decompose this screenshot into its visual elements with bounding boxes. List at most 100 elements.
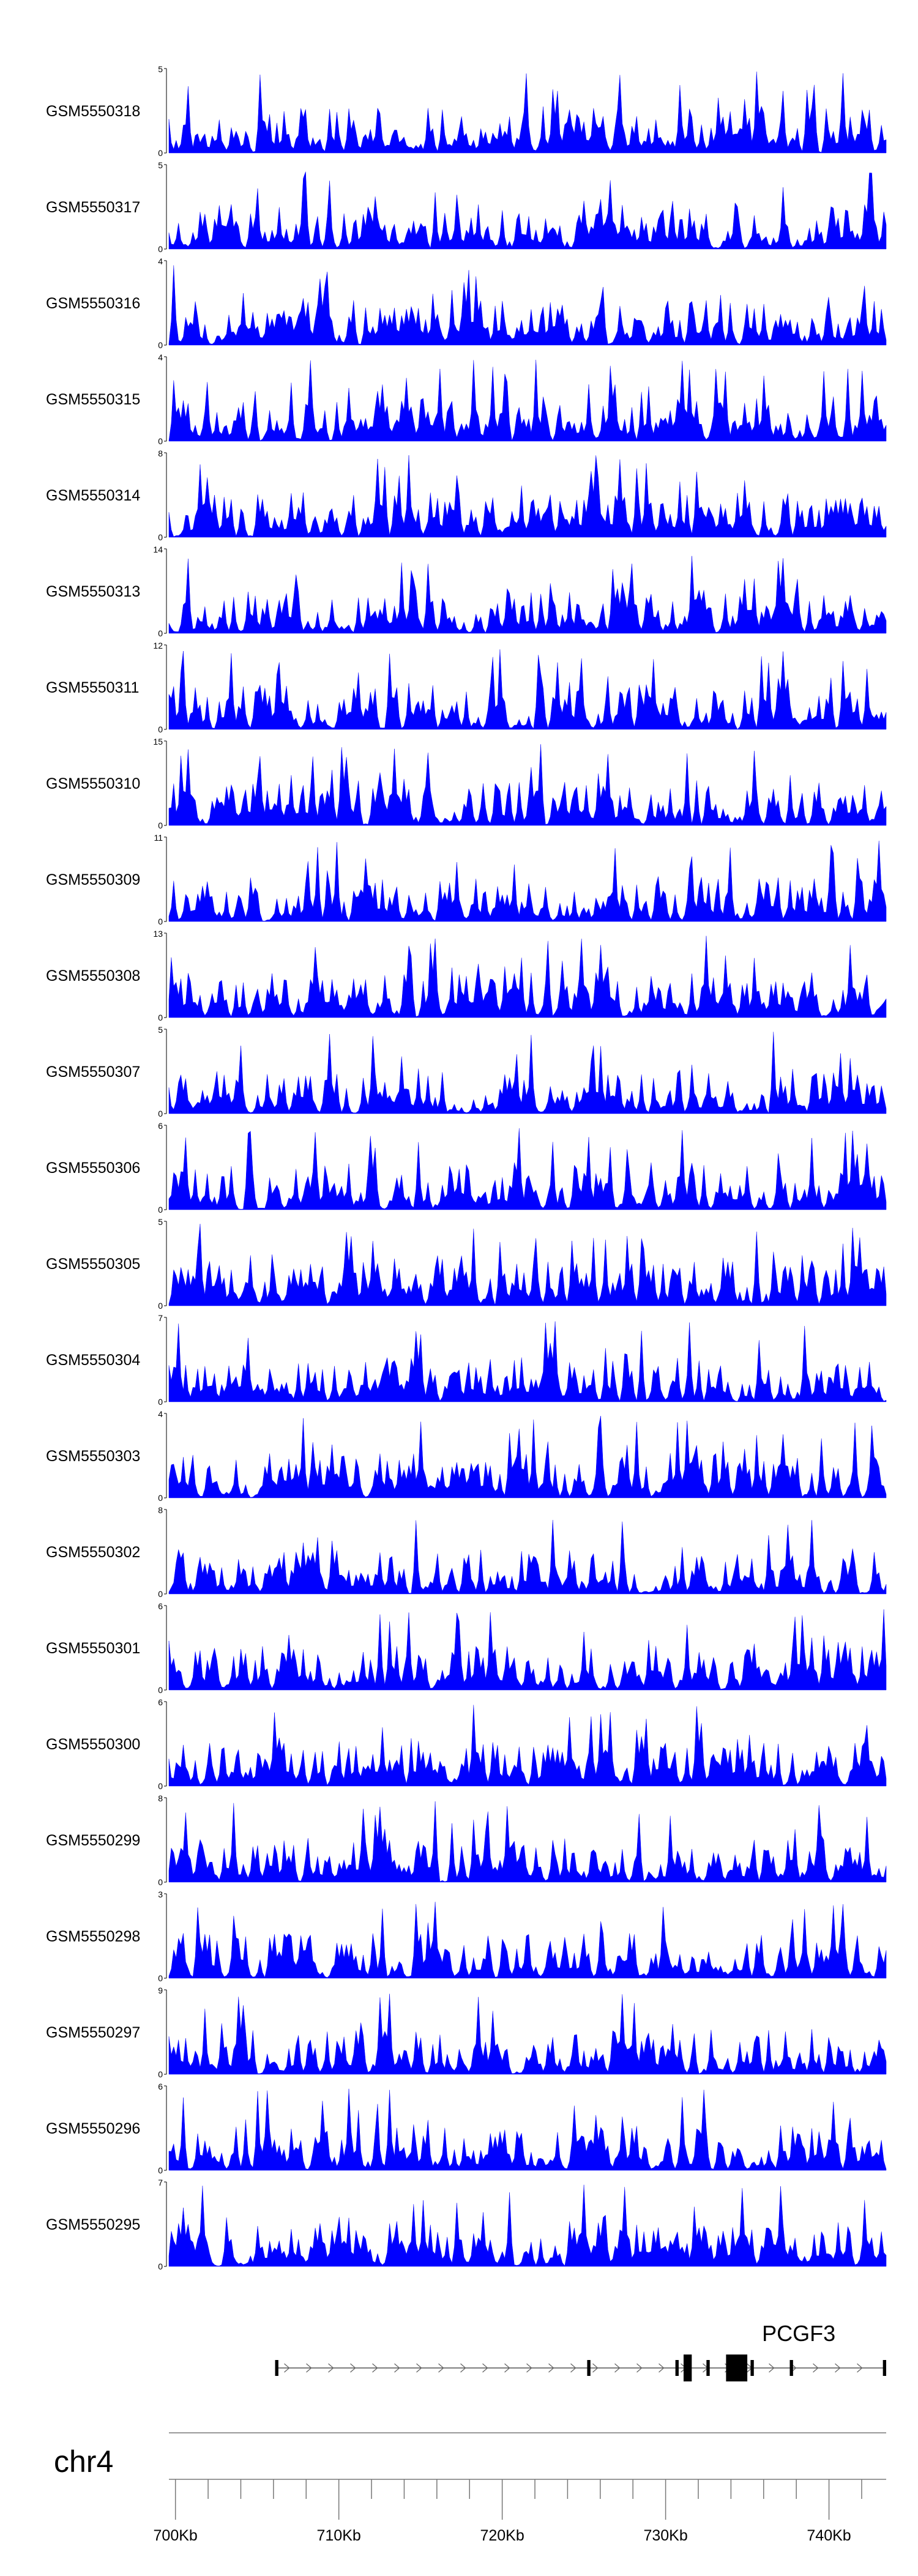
track-label: GSM5550302 (46, 1544, 140, 1561)
gene-exon (726, 2355, 748, 2381)
track-GSM5550318: GSM5550318 5 0 (46, 64, 887, 158)
track-max-label: 7 (158, 1313, 163, 1323)
track-min-label: 0 (158, 148, 163, 158)
track-max-label: 5 (158, 1025, 163, 1035)
strand-arrow (350, 2363, 356, 2373)
track-max-label: 5 (158, 160, 163, 170)
track-min-label: 0 (158, 2069, 163, 2079)
track-GSM5550306: GSM5550306 6 0 (46, 1121, 887, 1215)
axis-tick-label: 740Kb (807, 2527, 851, 2544)
track-min-label: 0 (158, 2261, 163, 2271)
strand-arrow (526, 2363, 532, 2373)
track-max-label: 11 (154, 833, 163, 843)
signal-tracks: GSM555031850GSM555031750GSM555031640GSM5… (46, 64, 887, 2271)
track-signal (168, 744, 887, 826)
track-min-label: 0 (158, 2165, 163, 2175)
track-GSM5550295: GSM5550295 7 0 (46, 2178, 887, 2271)
track-min-label: 0 (158, 1397, 163, 1407)
strand-arrow (592, 2363, 599, 2373)
track-signal (168, 171, 887, 250)
gene-exon (750, 2360, 754, 2376)
track-GSM5550304: GSM5550304 7 0 (46, 1313, 887, 1407)
track-max-label: 8 (158, 1793, 163, 1803)
track-max-label: 8 (158, 1505, 163, 1515)
strand-arrow (504, 2363, 510, 2373)
track-max-label: 15 (153, 737, 163, 746)
track-max-label: 8 (158, 449, 163, 458)
strand-arrow (284, 2363, 290, 2373)
track-max-label: 6 (158, 1121, 163, 1131)
track-label: GSM5550310 (46, 775, 140, 792)
track-label: GSM5550300 (46, 1736, 140, 1753)
track-GSM5550301: GSM5550301 6 0 (46, 1601, 887, 1695)
track-label: GSM5550301 (46, 1640, 140, 1657)
track-min-label: 0 (158, 1781, 163, 1791)
track-label: GSM5550316 (46, 295, 140, 312)
axis-tick-label: 710Kb (317, 2527, 361, 2544)
gene-label: PCGF3 (762, 2321, 835, 2346)
gene-exon (587, 2360, 591, 2376)
track-label: GSM5550298 (46, 1928, 140, 1945)
track-min-label: 0 (158, 1205, 163, 1215)
track-max-label: 9 (158, 1986, 163, 1995)
track-label: GSM5550315 (46, 391, 140, 408)
track-label: GSM5550295 (46, 2216, 140, 2233)
strand-arrow (438, 2363, 444, 2373)
axis-tick-label: 700Kb (154, 2527, 198, 2544)
track-signal (168, 1705, 887, 1787)
track-max-label: 14 (153, 545, 163, 554)
track-signal (168, 936, 887, 1018)
track-GSM5550305: GSM5550305 5 0 (46, 1217, 887, 1311)
track-GSM5550308: GSM5550308 13 0 (46, 929, 887, 1022)
strand-arrow (636, 2363, 643, 2373)
strand-arrow (416, 2363, 422, 2373)
track-min-label: 0 (158, 1877, 163, 1887)
strand-arrow (570, 2363, 577, 2373)
strand-arrow (328, 2363, 334, 2373)
strand-arrow (857, 2363, 863, 2373)
strand-arrow (614, 2363, 621, 2373)
axis-tick-label: 720Kb (480, 2527, 524, 2544)
track-signal (168, 265, 887, 346)
track-GSM5550296: GSM5550296 6 0 (46, 2082, 887, 2175)
gene-exon (683, 2355, 692, 2381)
track-max-label: 4 (158, 1409, 163, 1419)
track-GSM5550311: GSM5550311 12 0 (46, 641, 887, 734)
track-GSM5550313: GSM5550313 14 0 (46, 545, 887, 638)
track-signal (168, 1224, 887, 1306)
track-min-label: 0 (158, 724, 163, 734)
track-signal (168, 1993, 887, 2075)
track-signal (168, 649, 887, 730)
track-GSM5550297: GSM5550297 9 0 (46, 1986, 887, 2079)
track-label: GSM5550304 (46, 1352, 140, 1369)
track-signal (168, 1902, 887, 1979)
track-min-label: 0 (158, 340, 163, 350)
track-label: GSM5550317 (46, 199, 140, 216)
track-signal (168, 2088, 887, 2171)
track-max-label: 5 (158, 64, 163, 74)
track-max-label: 4 (158, 352, 163, 362)
track-min-label: 0 (158, 821, 163, 830)
track-label: GSM5550309 (46, 871, 140, 888)
track-signal (168, 71, 887, 154)
track-signal (168, 1519, 887, 1595)
gene-exon (706, 2360, 710, 2376)
track-GSM5550317: GSM5550317 5 0 (46, 160, 887, 254)
track-signal (168, 1128, 887, 1210)
track-signal (168, 2184, 887, 2267)
track-max-label: 6 (158, 1697, 163, 1707)
track-label: GSM5550314 (46, 487, 140, 504)
track-min-label: 0 (158, 1973, 163, 1983)
track-signal (168, 1416, 887, 1498)
track-signal (168, 455, 887, 538)
track-label: GSM5550296 (46, 2120, 140, 2137)
track-GSM5550314: GSM5550314 8 0 (46, 449, 887, 542)
track-signal (168, 1801, 887, 1883)
track-label: GSM5550307 (46, 1063, 140, 1081)
track-GSM5550310: GSM5550310 15 0 (46, 737, 887, 830)
track-min-label: 0 (158, 1301, 163, 1311)
track-GSM5550298: GSM5550298 3 0 (46, 1889, 887, 1983)
track-label: GSM5550303 (46, 1448, 140, 1465)
track-GSM5550309: GSM5550309 11 0 (46, 833, 887, 926)
track-max-label: 5 (158, 1217, 163, 1227)
